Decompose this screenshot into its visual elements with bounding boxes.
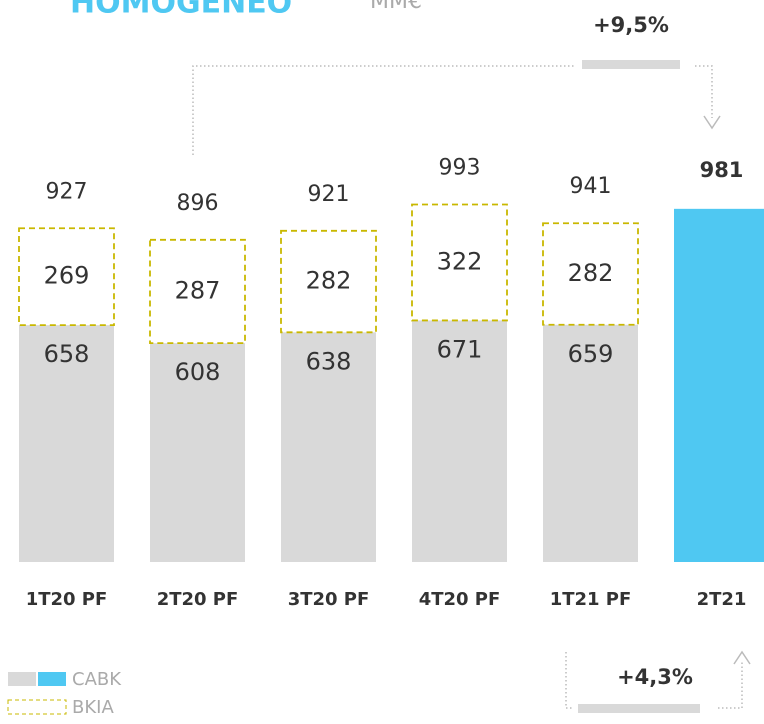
value-label: 287 [175,276,221,304]
total-label: 927 [46,179,88,204]
value-label: 282 [306,267,352,295]
total-label: 921 [308,182,350,207]
bar-segment [280,229,377,334]
bar [19,325,114,562]
value-label: 322 [437,247,483,275]
bar [281,332,376,562]
legend-label: CABK [72,669,122,690]
x-tick-label: 2T21 [697,589,747,610]
connector [718,662,743,709]
legend-swatch [7,699,67,715]
bar-segment [149,238,246,345]
bar [674,208,764,562]
connector [565,652,572,709]
x-tick-label: 1T21 PF [550,589,632,610]
connector-bar [578,704,700,713]
bar-segment [411,203,508,322]
total-label: 941 [570,174,612,199]
connector [695,65,713,118]
x-tick-label: 2T20 PF [157,589,239,610]
total-label: 981 [700,158,744,182]
value-label: 269 [44,262,90,290]
value-label: 282 [568,259,614,287]
value-label: 608 [175,358,221,386]
value-label: 671 [437,335,483,363]
connector [192,65,575,155]
value-label: 658 [44,340,90,368]
legend-swatch [8,672,36,686]
value-label: 638 [306,347,352,375]
bar [150,343,245,562]
bar [412,320,507,562]
connector-bar [582,60,680,69]
x-tick-label: 4T20 PF [419,589,501,610]
value-label: 659 [568,340,614,368]
bar-segment [542,222,639,326]
legend-label: BKIA [72,697,114,718]
arrow-head [733,650,751,665]
bar-segment [18,227,115,327]
total-label: 896 [177,191,219,216]
chart-subtitle: MM€ [370,0,422,14]
total-label: 993 [439,156,481,181]
arrow-head [703,115,721,130]
annotation: +4,3% [617,665,693,689]
annotation: +9,5% [593,13,669,37]
x-tick-label: 3T20 PF [288,589,370,610]
legend-swatch [38,672,66,686]
bar [543,324,638,562]
x-tick-label: 1T20 PF [26,589,108,610]
chart-title: HOMOGENEO [70,0,292,21]
